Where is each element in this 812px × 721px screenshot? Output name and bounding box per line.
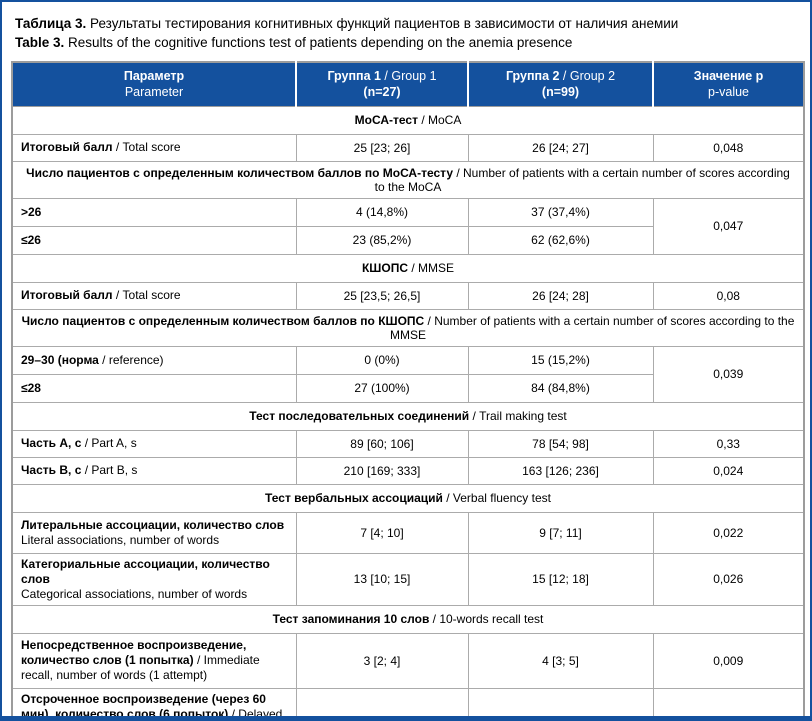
table-row: ≤28 27 (100%) 84 (84,8%) bbox=[11, 373, 804, 403]
p-value: 0,022 bbox=[652, 511, 805, 554]
p-value: 0,026 bbox=[652, 552, 805, 606]
group1-value: 210 [169; 333] bbox=[295, 456, 469, 485]
caption-ru-text: Результаты тестирования когнитивных функ… bbox=[86, 16, 679, 31]
header-group1-ru: Группа 1 bbox=[327, 69, 381, 84]
section-title: Число пациентов с определенным количеств… bbox=[11, 160, 805, 199]
param-cell: Литеральные ассоциации, количество слов L… bbox=[11, 511, 297, 554]
param-cell: Непосредственное воспроизведение, количе… bbox=[11, 632, 297, 689]
group1-value: 89 [60; 106] bbox=[295, 429, 469, 458]
header-pvalue: Значение p p-value bbox=[652, 61, 805, 107]
group1-value: 7 [4; 10] bbox=[295, 511, 469, 554]
header-pvalue-en: p-value bbox=[708, 85, 749, 100]
p-value: 0,009 bbox=[652, 632, 805, 689]
group1-value: 13 [10; 15] bbox=[295, 552, 469, 606]
caption-en-text: Results of the cognitive functions test … bbox=[64, 34, 573, 50]
header-row: Параметр Parameter Группа 1 / Group 1 (n=2… bbox=[11, 61, 805, 107]
section-row-moca: МоСА-тест / MoCA bbox=[11, 105, 805, 135]
group1-value: 0 (0%) bbox=[295, 345, 469, 375]
section-title: Тест запоминания 10 слов / 10-words reca… bbox=[11, 604, 805, 634]
group1-value: 25 [23; 26] bbox=[295, 133, 469, 162]
table-row: 29–30 (норма / reference) 0 (0%) 15 (15,… bbox=[11, 345, 805, 403]
results-table: Параметр Parameter Группа 1 / Group 1 (n=2… bbox=[11, 61, 805, 716]
group2-value: 15 (15,2%) bbox=[467, 345, 654, 375]
header-pvalue-ru: Значение p bbox=[693, 69, 764, 84]
param-cell: Итоговый балл / Total score bbox=[11, 133, 297, 162]
section-row-moca-scores: Число пациентов с определенным количеств… bbox=[11, 160, 805, 199]
header-parameter-ru: Параметр bbox=[123, 69, 185, 84]
param-cell: 29–30 (норма / reference) bbox=[11, 345, 297, 375]
p-value: 0,08 bbox=[652, 281, 805, 310]
section-title: Тест вербальных ассоциаций / Verbal flue… bbox=[11, 483, 805, 513]
section-title: Число пациентов с определенным количеств… bbox=[11, 308, 805, 347]
table-caption: Таблица 3. Результаты тестирования когни… bbox=[15, 15, 801, 52]
param-cell: ≤26 bbox=[11, 225, 297, 255]
group2-value: 78 [54; 98] bbox=[467, 429, 654, 458]
param-cell: Отсроченное воспроизведение (через 60 ми… bbox=[11, 687, 297, 716]
p-value-merged: 0,039 bbox=[652, 345, 805, 403]
group2-value: 26 [24; 28] bbox=[467, 281, 654, 310]
header-group1-en: / Group 1 bbox=[380, 69, 437, 84]
header-group2-n: (n=99) bbox=[541, 85, 580, 100]
group2-value: 84 (84,8%) bbox=[467, 373, 654, 403]
group1-value: 27 (100%) bbox=[295, 373, 469, 403]
table-row: Литеральные ассоциации, количество слов L… bbox=[11, 511, 805, 554]
header-group1: Группа 1 / Group 1 (n=27) bbox=[295, 61, 469, 107]
group1-value: 3 [3; 5] bbox=[295, 687, 469, 716]
param-cell: Часть А, с / Part A, s bbox=[11, 429, 297, 458]
param-cell: Итоговый балл / Total score bbox=[11, 281, 297, 310]
group2-value: 26 [24; 27] bbox=[467, 133, 654, 162]
p-value-merged: 0,047 bbox=[652, 197, 805, 255]
header-parameter: Параметр Parameter bbox=[11, 61, 297, 107]
param-cell: ≤28 bbox=[11, 373, 297, 403]
section-title: КШОПС / MMSE bbox=[11, 253, 805, 283]
table-row: Непосредственное воспроизведение, количе… bbox=[11, 632, 805, 689]
group1-value: 23 (85,2%) bbox=[295, 225, 469, 255]
group2-value: 4 [3; 5] bbox=[467, 632, 654, 689]
section-row-word-recall: Тест запоминания 10 слов / 10-words reca… bbox=[11, 604, 805, 634]
p-value: 0,33 bbox=[652, 429, 805, 458]
group2-value: 9 [7; 11] bbox=[467, 511, 654, 554]
table-row: Часть А, с / Part A, s 89 [60; 106] 78 [… bbox=[11, 429, 805, 458]
section-title: Тест последовательных соединений / Trail… bbox=[11, 401, 805, 431]
table-row: ≤26 23 (85,2%) 62 (62,6%) bbox=[11, 225, 804, 255]
param-cell: Категориальные ассоциации, количество сл… bbox=[11, 552, 297, 606]
group2-value: 163 [126; 236] bbox=[467, 456, 654, 485]
caption-en-label: Table 3. bbox=[15, 34, 65, 50]
section-title: МоСА-тест / MoCA bbox=[11, 105, 805, 135]
group2-value: 3 [2; 5] bbox=[467, 687, 654, 716]
section-row-mmse-scores: Число пациентов с определенным количеств… bbox=[11, 308, 805, 347]
table-row: Отсроченное воспроизведение (через 60 ми… bbox=[11, 687, 805, 716]
table-row: >26 4 (14,8%) 37 (37,4%) 0,047 bbox=[11, 197, 805, 255]
caption-ru-label: Таблица 3. bbox=[15, 16, 87, 31]
group2-value: 37 (37,4%) bbox=[467, 197, 654, 227]
group1-value: 25 [23,5; 26,5] bbox=[295, 281, 469, 310]
p-value: 0,024 bbox=[652, 456, 805, 485]
header-parameter-en: Parameter bbox=[124, 85, 184, 100]
param-cell: >26 bbox=[11, 197, 297, 227]
group2-value: 15 [12; 18] bbox=[467, 552, 654, 606]
header-group2: Группа 2 / Group 2 (n=99) bbox=[467, 61, 654, 107]
table-row: Часть В, с / Part B, s 210 [169; 333] 16… bbox=[11, 456, 805, 485]
section-row-trail-making: Тест последовательных соединений / Trail… bbox=[11, 401, 805, 431]
group2-value: 62 (62,6%) bbox=[467, 225, 654, 255]
caption-line-en: Table 3. Results of the cognitive functi… bbox=[15, 34, 801, 53]
section-row-mmse: КШОПС / MMSE bbox=[11, 253, 805, 283]
table-row: Итоговый балл / Total score 25 [23,5; 26… bbox=[11, 281, 805, 310]
param-cell: Часть В, с / Part B, s bbox=[11, 456, 297, 485]
p-value: 0,048 bbox=[652, 133, 805, 162]
table-row: Категориальные ассоциации, количество сл… bbox=[11, 552, 805, 606]
group1-value: 3 [2; 4] bbox=[295, 632, 469, 689]
table-row: Итоговый балл / Total score 25 [23; 26] … bbox=[11, 133, 805, 162]
caption-line-ru: Таблица 3. Результаты тестирования когни… bbox=[15, 15, 801, 34]
section-row-verbal-fluency: Тест вербальных ассоциаций / Verbal flue… bbox=[11, 483, 805, 513]
header-group2-ru: Группа 2 bbox=[505, 69, 560, 84]
p-value: 0,99 bbox=[652, 687, 805, 716]
group1-value: 4 (14,8%) bbox=[295, 197, 469, 227]
header-group1-n: (n=27) bbox=[363, 85, 401, 100]
header-group2-en: / Group 2 bbox=[559, 69, 616, 84]
